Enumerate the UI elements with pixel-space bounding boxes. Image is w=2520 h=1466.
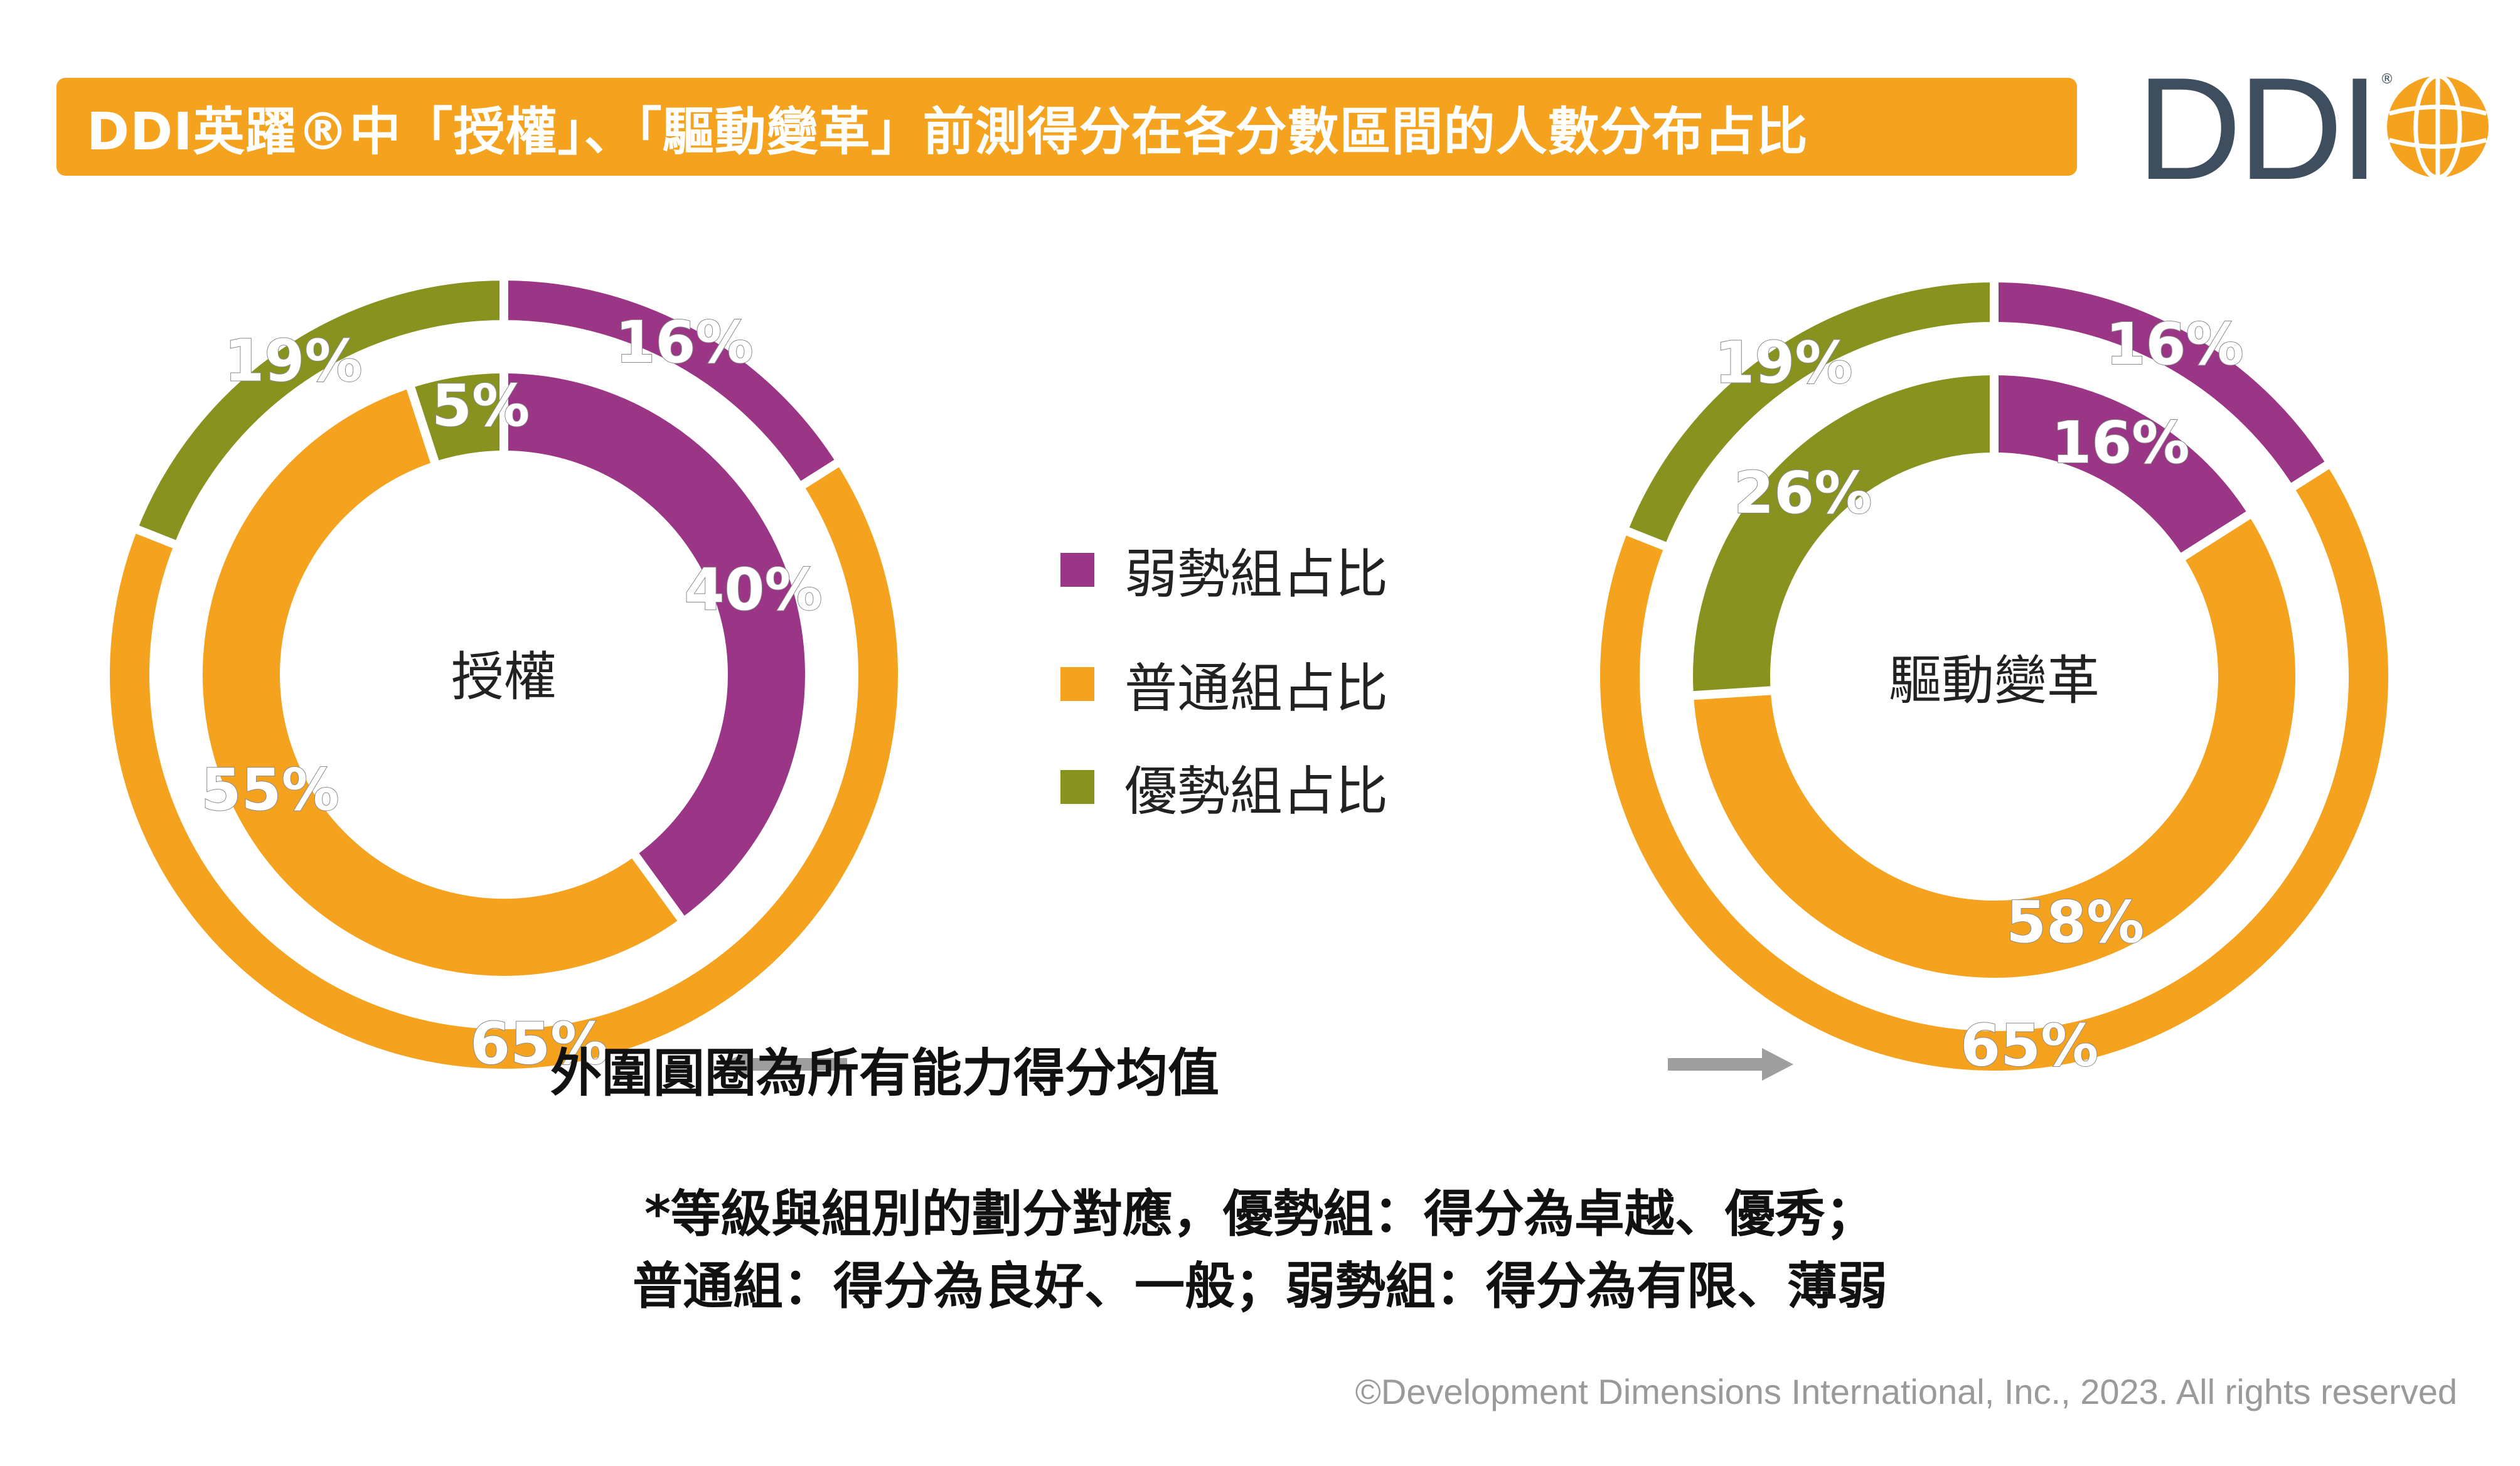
legend-item-strong: 優勢組占比: [1060, 757, 1388, 822]
right-arrow-icon: [1668, 1048, 1793, 1081]
legend-label-average: 普通組占比: [1124, 657, 1389, 719]
slice-outer-0-1: [101, 455, 907, 1078]
slice-inner-1-2: [1684, 366, 1999, 701]
label-outer-1-1: 65%: [1960, 1012, 2098, 1079]
left-arrow-icon: [722, 1048, 847, 1081]
copyright: ©Development Dimensions International, I…: [1355, 1372, 2457, 1411]
page-title: DDI英躍®中「授權」、「驅動變革」前測得分在各分數區間的人數分布占比: [87, 102, 1808, 162]
logo-registered-mark: ®: [2380, 72, 2394, 87]
legend-swatch-average: [1060, 667, 1094, 701]
title-banner: DDI英躍®中「授權」、「驅動變革」前測得分在各分數區間的人數分布占比: [56, 78, 2077, 176]
label-inner-0-0: 40%: [684, 556, 822, 623]
slice-inner-0-2: [403, 364, 508, 471]
slice-inner-1-1: [1684, 506, 2304, 987]
label-outer-0-0: 16%: [615, 309, 753, 376]
slice-outer-0-2: [127, 271, 508, 552]
slice-outer-1-2: [1618, 273, 1999, 554]
label-outer-1-0: 16%: [2105, 311, 2243, 378]
legend-swatch-strong: [1060, 770, 1094, 804]
legend-swatch-weak: [1060, 553, 1094, 587]
legend-item-average: 普通組占比: [1060, 654, 1388, 719]
logo-text: DDI: [2137, 48, 2380, 210]
label-inner-1-0: 16%: [2051, 409, 2189, 476]
label-inner-0-2: 5%: [432, 372, 530, 439]
chart-center-label-empowerment: 授權: [451, 646, 557, 708]
chart-center-label-driving-change: 驅動變革: [1888, 650, 2100, 712]
globe-icon: [2387, 73, 2489, 180]
ddi-logo: DDI ®: [2137, 56, 2489, 202]
label-inner-1-1: 58%: [2006, 889, 2144, 956]
label-outer-1-2: 19%: [1714, 329, 1852, 397]
legend-label-weak: 弱勢組占比: [1124, 543, 1389, 605]
slice-inner-0-1: [194, 378, 690, 985]
label-outer-0-2: 19%: [224, 328, 362, 395]
label-inner-1-2: 26%: [1734, 459, 1872, 527]
slice-inner-0-0: [499, 364, 814, 928]
footnote-line-2: 普通組：得分為良好、一般；弱勢組：得分為有限、薄弱: [633, 1257, 1887, 1315]
legend-item-weak: 弱勢組占比: [1060, 540, 1388, 605]
label-outer-0-1: 65%: [470, 1010, 608, 1078]
outer-ring-note: 外圍圓圈為所有能力得分均值: [550, 1044, 1220, 1103]
slice-outer-1-1: [1591, 457, 2397, 1079]
label-inner-0-1: 55%: [201, 756, 339, 823]
footnote-line-1: *等級與組別的劃分對應，優勢組：得分為卓越、優秀；: [644, 1185, 1876, 1243]
legend-label-strong: 優勢組占比: [1124, 760, 1389, 822]
legend: 弱勢組占比 普通組占比 優勢組占比: [1060, 540, 1388, 871]
